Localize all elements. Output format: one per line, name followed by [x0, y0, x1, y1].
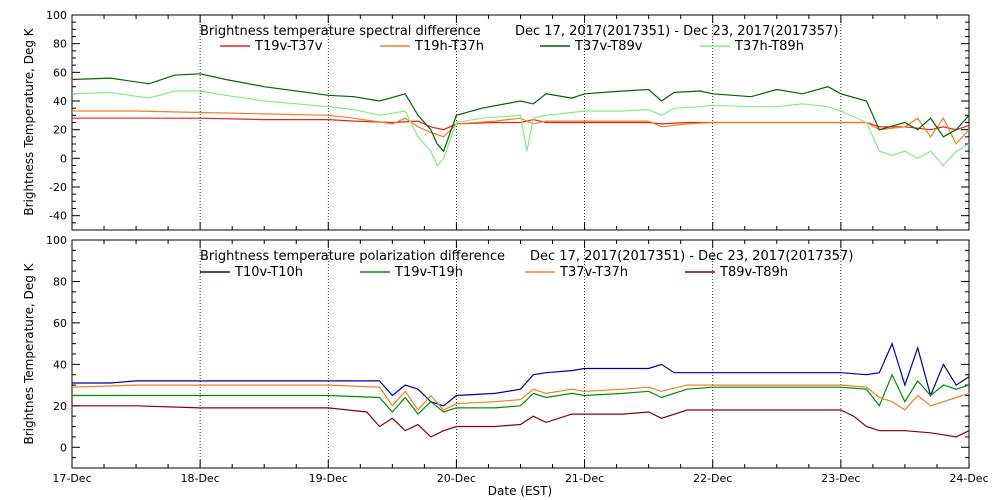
spectral-y-tick-label: 20	[53, 124, 67, 137]
polarization-y-tick-label: 100	[46, 234, 67, 247]
spectral-legend-label: T37h-T89h	[734, 39, 804, 54]
polarization-difference-panel: 0 20 40 60 80 100 Brightness temperature pola…	[22, 234, 989, 498]
spectral-ticks: -40 -20 0 20 40 60 80 100	[46, 9, 970, 231]
polarization-series-t19v-t19h	[72, 373, 970, 415]
polarization-y-tick-label: 40	[53, 358, 67, 371]
polarization-series-t37v-t37h	[71, 384, 970, 411]
polarization-plot-frame	[71, 239, 970, 469]
x-tick-label: 21-Dec	[565, 472, 604, 485]
x-tick-label: 23-Dec	[821, 472, 860, 485]
polarization-legend-label: T10v-T10h	[234, 265, 303, 280]
spectral-series-t19v-t37v	[72, 117, 970, 131]
spectral-legend-label: T37v-T89v	[574, 39, 643, 54]
polarization-legend: T10v-T10h T19v-T19h T37v-T37h T89v-T89h	[200, 265, 788, 280]
spectral-series-t19h-t37h	[72, 110, 970, 146]
x-tick-label: 24-Dec	[949, 472, 988, 485]
polarization-legend-label: T19v-T19h	[394, 265, 463, 280]
spectral-y-tick-label: 0	[60, 152, 67, 165]
spectral-y-axis-title: Brightness Temperature, Deg K	[22, 27, 36, 215]
polarization-legend-label: T37v-T37h	[559, 265, 628, 280]
spectral-series-t37v-t89v	[71, 73, 970, 153]
x-tick-label: 19-Dec	[309, 472, 348, 485]
polarization-ticks: 0 20 40 60 80 100	[46, 234, 970, 469]
spectral-legend-label: T19v-T37v	[254, 39, 323, 54]
x-tick-label: 18-Dec	[181, 472, 220, 485]
polarization-plot-title: Brightness temperature polarization diff…	[200, 249, 505, 264]
spectral-y-tick-label: -40	[49, 210, 67, 223]
polarization-y-tick-label: 80	[53, 275, 67, 288]
spectral-y-tick-label: 60	[53, 66, 67, 79]
polarization-y-tick-label: 60	[53, 317, 67, 330]
x-tick-label: 22-Dec	[693, 472, 732, 485]
x-tick-label: 20-Dec	[437, 472, 476, 485]
polarization-series-t89v-t89h	[72, 405, 970, 438]
polarization-y-tick-label: 0	[60, 441, 67, 454]
polarization-y-axis-title: Brightnes Temperature, Deg K	[22, 262, 36, 444]
date-tick-labels: 17-Dec 18-Dec 19-Dec 20-Dec 21-Dec 22-Dec 23-D…	[52, 472, 988, 485]
spectral-series	[71, 73, 970, 167]
spectral-legend-label: T19h-T37h	[414, 39, 484, 54]
x-axis-title: Date (EST)	[488, 484, 552, 498]
polarization-y-tick-label: 20	[53, 400, 67, 413]
x-tick-label: 17-Dec	[52, 472, 91, 485]
polarization-legend-label: T89v-T89h	[719, 265, 788, 280]
spectral-date-range: Dec 17, 2017(2017351) - Dec 23, 2017(201…	[515, 24, 838, 39]
polarization-series	[71, 341, 970, 438]
spectral-series-t37h-t89h	[71, 90, 970, 167]
spectral-y-tick-label: 80	[53, 38, 67, 51]
spectral-legend: T19v-T37v T19h-T37h T37v-T89v T37h-T89h	[220, 39, 804, 54]
spectral-plot-title: Brightness temperature spectral differen…	[200, 24, 481, 39]
spectral-y-tick-label: 100	[46, 9, 67, 22]
polarization-series-t10v-t10h	[72, 341, 970, 407]
spectral-difference-panel: -40 -20 0 20 40 60 80 100 Brightness temperatur…	[22, 9, 970, 231]
spectral-y-tick-label: -20	[49, 181, 67, 194]
polarization-date-range: Dec 17, 2017(2017351) - Dec 23, 2017(201…	[530, 249, 853, 264]
spectral-y-tick-label: 40	[53, 95, 67, 108]
polarization-grid	[199, 240, 842, 468]
